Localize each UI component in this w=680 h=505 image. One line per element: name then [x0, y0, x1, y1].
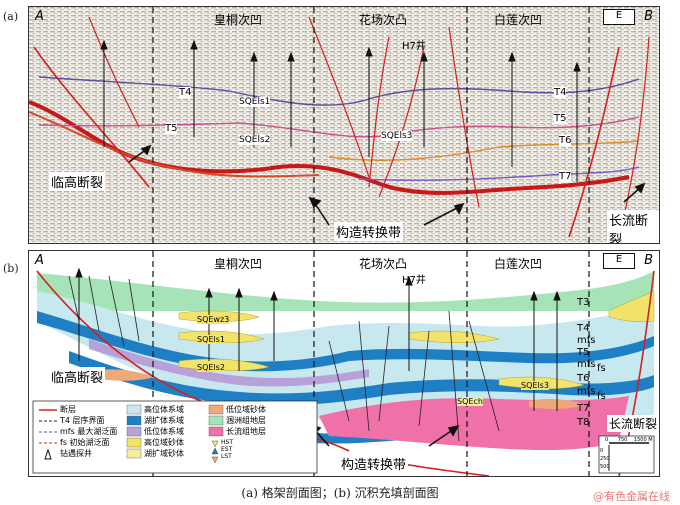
- legend-item: 低位域砂体: [226, 405, 266, 414]
- fault-line: [448, 26, 480, 208]
- legend-item: 高位体系域: [144, 405, 184, 414]
- right-label-fs-2: fs: [597, 391, 606, 402]
- fault-line: [88, 16, 140, 128]
- region-label-huachang: 花场次凸: [359, 13, 408, 27]
- weizhou-layer: [37, 271, 654, 311]
- panel-a-label: (a): [3, 10, 19, 23]
- corner-label-b: B: [644, 253, 653, 268]
- horizon-t7: [358, 166, 640, 181]
- sequence-label-sqech: SQEch: [457, 397, 483, 406]
- compass-label: E: [615, 254, 623, 265]
- panel-b-label: (b): [3, 262, 19, 275]
- well-arrows: [100, 39, 581, 182]
- changliu-layer: [319, 396, 629, 451]
- minor-faults: [68, 275, 500, 442]
- fault-label-changliu: 长流断裂: [607, 415, 659, 432]
- right-label-mfs-2: mfs: [577, 359, 596, 370]
- legend-item: 湖扩域砂体: [144, 449, 184, 458]
- sequence-label-sqels2: SQEls2: [197, 363, 225, 372]
- right-label-mfs-3: mfs: [577, 386, 596, 397]
- horizon-label-t5-right: T5: [554, 113, 567, 124]
- legend-item: 涠洲组地层: [226, 416, 266, 425]
- right-label-t8: T8: [577, 417, 590, 428]
- system-tract-keys: HST EST LST: [221, 439, 233, 460]
- right-label-t4: T4: [577, 323, 590, 334]
- transfer-arrows: [128, 144, 646, 226]
- legend-item: 高位域砂体: [144, 438, 184, 447]
- compass-label: E: [615, 10, 623, 21]
- horizon-label-t7: T7: [559, 171, 572, 182]
- well-label-h7: H7井: [402, 275, 426, 286]
- well-label-h7: H7井: [402, 41, 426, 52]
- right-label-t3: T3: [577, 297, 590, 308]
- right-label-fs: fs: [597, 363, 606, 374]
- scale-top-labels: 0 750 1500 M: [605, 437, 653, 443]
- sequence-label-sqels2: SQEls2: [239, 135, 271, 145]
- sequence-label-sqels3: SQEls3: [521, 381, 549, 390]
- compass-box: E: [603, 253, 635, 269]
- sedimentary-section-svg: [32, 251, 655, 476]
- region-label-bailian: 白莲次凹: [494, 13, 543, 27]
- legend-item: 断层: [60, 405, 76, 414]
- transfer-zone-label: 构造转换带: [334, 222, 404, 241]
- fault-label-lingao: 临高断裂: [49, 367, 106, 386]
- legend-item: fs 初始湖泛面: [60, 438, 110, 447]
- horizon-label-t5: T5: [165, 123, 178, 134]
- sedimentary-section-panel: A B 皇桐次凹 花场次凸 白莲次凹 E H7井 SQEwz3 SQEls1 S…: [28, 250, 660, 477]
- fault-line: [33, 46, 150, 188]
- legend-right-column: 低位域砂体 涠洲组地层 长流组地层: [226, 404, 266, 437]
- seismic-section-svg: [29, 7, 659, 243]
- region-label-huachang: 花场次凸: [359, 257, 408, 271]
- fault-line: [378, 46, 425, 198]
- seismic-section-panel: A B 皇桐次凹 花场次凸 白莲次凹 E H7井 T4 T5 T4 T5 T6 …: [28, 6, 660, 244]
- figure-caption: (a) 格架剖面图；(b) 沉积充填剖面图: [241, 486, 439, 500]
- est-band: [69, 351, 654, 406]
- reflector-2: [29, 111, 320, 178]
- est-band: [37, 311, 654, 372]
- legend-item: 钻遇探井: [60, 449, 92, 458]
- legend-item: 长流组地层: [226, 427, 266, 436]
- fault-line: [368, 36, 390, 188]
- legend-item: mfs 最大湖泛面: [60, 427, 118, 436]
- sequence-label-sqewz3: SQEwz3: [197, 315, 230, 324]
- fault-line: [308, 16, 370, 178]
- horizon-t4: [38, 76, 640, 106]
- well-arrows: [75, 267, 561, 411]
- legend-box: [32, 400, 318, 474]
- right-label-t5: T5: [577, 347, 590, 358]
- sequence-label-sqels1: SQEls1: [197, 335, 225, 344]
- scale-box: [598, 435, 655, 474]
- right-label-mfs: mfs: [577, 335, 596, 346]
- sequence-label-sqels3: SQEls3: [381, 131, 413, 141]
- right-label-t6: T6: [577, 373, 590, 384]
- horizon-label-t4: T4: [179, 87, 192, 98]
- compass-box: E: [603, 9, 635, 25]
- fault-label-lingao: 临高断裂: [49, 172, 106, 191]
- legend-item: 低位体系域: [144, 427, 184, 436]
- legend-middle-column: 高位体系域 湖扩体系域 低位体系域 高位域砂体 湖扩域砂体: [144, 404, 184, 459]
- fault-line: [568, 46, 620, 238]
- horizon-label-t6: T6: [559, 135, 572, 146]
- fault-label-changliu: 长流断裂: [607, 210, 659, 243]
- sequence-label-sqels1: SQEls1: [239, 97, 271, 107]
- legend-left-column: 断层 T4 层序界面 mfs 最大湖泛面 fs 初始湖泛面 钻遇探井: [60, 404, 117, 459]
- right-label-t7: T7: [577, 403, 590, 414]
- region-label-bailian: 白莲次凹: [494, 257, 543, 271]
- legend-item: T4 层序界面: [60, 416, 105, 425]
- legend-swatches: [39, 404, 224, 464]
- region-label-huangtong: 皇桐次凹: [214, 13, 263, 27]
- corner-label-a: A: [35, 253, 44, 268]
- legend-item: 湖扩体系域: [144, 416, 184, 425]
- region-label-huangtong: 皇桐次凹: [214, 257, 263, 271]
- corner-label-b: B: [644, 9, 653, 24]
- horizon-label-t4-right: T4: [554, 87, 567, 98]
- corner-label-a: A: [35, 9, 44, 24]
- watermark: @有色金属在线: [593, 490, 670, 503]
- lst-band: [89, 339, 369, 387]
- scale-vertical-labels: 0 250 500: [600, 448, 610, 470]
- transfer-zone-label: 构造转换带: [339, 454, 409, 473]
